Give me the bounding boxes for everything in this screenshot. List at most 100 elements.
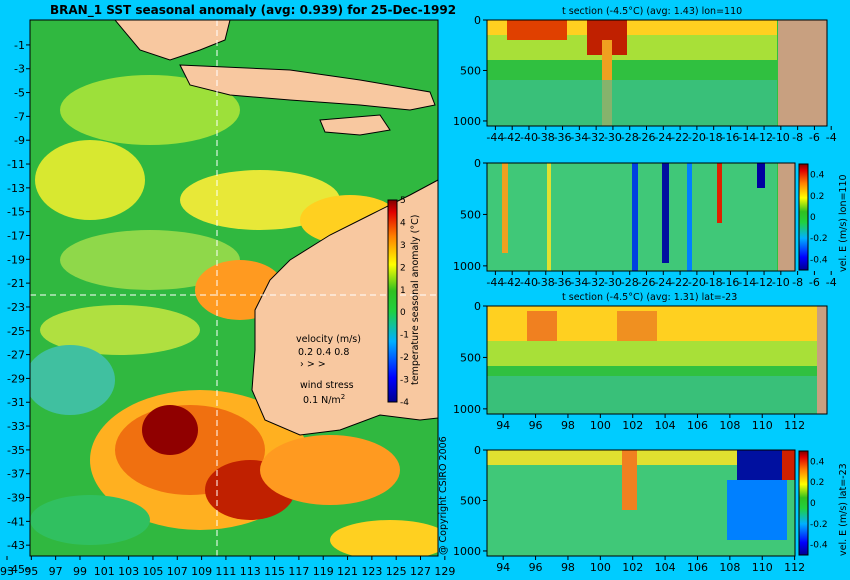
y-tick-label: -41 [7, 515, 25, 528]
y-tick-label: -5 [14, 87, 25, 100]
t-section-lat-panel: t section (-4.5°C) (avg: 1.31) lat=-23 0… [453, 292, 828, 432]
map-frame [29, 19, 439, 557]
x-tick-label: -8 [792, 276, 803, 289]
colorbar-tick-label: 5 [400, 196, 406, 206]
sst-colorbar-label: temperature seasonal anomaly (°C) [410, 215, 421, 385]
x-tick-label: 112 [784, 561, 805, 574]
x-tick-label: 99 [73, 565, 87, 578]
y-tick-label: 1000 [453, 260, 481, 273]
y-tick-label: 500 [460, 64, 481, 77]
vel-e-lat-panel: 0.4 0.2 0 -0.2 -0.4 vel. E (m/s) lat=-23 0 50… [453, 444, 849, 574]
x-tick-label: -10 [772, 276, 790, 289]
vel-e-lon-field [487, 163, 795, 271]
sst-map-panel: BRAN_1 SST seasonal anomaly (avg: 0.939)… [0, 3, 456, 578]
vel-e-lon-frame [486, 162, 796, 272]
y-tick-label: 0 [474, 444, 481, 457]
y-tick-label: 1000 [453, 545, 481, 558]
x-tick-label: -42 [503, 276, 521, 289]
t-section-lon-title: t section (-4.5°C) (avg: 1.43) lon=110 [562, 6, 742, 17]
t-section-lon-y-ticks: 0 500 1000 [453, 14, 487, 128]
y-tick-label: 1000 [453, 115, 481, 128]
y-tick-label: -21 [7, 277, 25, 290]
x-tick-label: -34 [570, 131, 588, 144]
x-tick-label: 110 [752, 419, 773, 432]
t-section-lon-field [487, 20, 827, 126]
x-tick-label: 119 [313, 565, 334, 578]
x-tick-label: -22 [671, 131, 689, 144]
vel-e-lat-colorbar-ticks: 0.4 0.2 0 -0.2 -0.4 [810, 457, 828, 550]
y-tick-label: -19 [7, 253, 25, 266]
colorbar-tick-label: 0 [810, 213, 816, 223]
t-section-lat-x-ticks: 94 96 98 100 102 104 106 108 110 112 [496, 414, 805, 432]
x-tick-label: 113 [240, 565, 261, 578]
x-tick-label: -8 [792, 131, 803, 144]
colorbar-tick-label: -0.4 [810, 255, 828, 265]
colorbar-tick-label: -0.2 [810, 234, 828, 244]
x-tick-label: 129 [434, 565, 455, 578]
y-tick-label: -13 [7, 182, 25, 195]
y-tick-label: -37 [7, 468, 25, 481]
y-tick-label: -39 [7, 492, 25, 505]
x-tick-label: -36 [554, 131, 572, 144]
x-tick-label: -14 [738, 276, 756, 289]
y-tick-label: 0 [474, 157, 481, 170]
colorbar-tick-label: 0 [810, 499, 816, 509]
vel-e-lat-x-ticks: 94 96 98 100 102 104 106 108 110 112 [496, 556, 805, 574]
x-tick-label: -38 [537, 276, 555, 289]
wind-legend-title: wind stress [300, 380, 354, 391]
t-section-lat-y-ticks: 0 500 1000 [453, 300, 487, 416]
colorbar-tick-label: 4 [400, 218, 406, 228]
y-tick-label: 0 [474, 14, 481, 27]
x-tick-label: 104 [655, 419, 676, 432]
x-tick-label: -44 [486, 131, 504, 144]
x-tick-label: 105 [142, 565, 163, 578]
colorbar-tick-label: -0.2 [810, 520, 828, 530]
colorbar-tick-label: 0.2 [810, 478, 824, 488]
x-tick-label: 107 [167, 565, 188, 578]
t-section-lon-x-ticks: -44-42-40-38-36-34-32-30-28-26-24-22-20-… [486, 126, 837, 144]
x-tick-label: -20 [688, 276, 706, 289]
y-tick-label: -23 [7, 301, 25, 314]
x-tick-label: -12 [755, 276, 773, 289]
x-tick-label: 121 [337, 565, 358, 578]
colorbar-tick-label: -3 [400, 376, 409, 386]
velocity-legend-title: velocity (m/s) [296, 334, 361, 345]
x-tick-label: 98 [561, 419, 575, 432]
x-tick-label: -4 [826, 276, 837, 289]
y-tick-label: -11 [7, 158, 25, 171]
colorbar-tick-label: -1 [400, 331, 409, 341]
colorbar-tick-label: -0.4 [810, 541, 828, 551]
y-tick-label: -7 [14, 110, 25, 123]
x-tick-label: 103 [118, 565, 139, 578]
x-tick-label: 96 [529, 419, 543, 432]
vel-e-lon-colorbar [798, 163, 809, 271]
y-tick-label: -27 [7, 349, 25, 362]
map-title: BRAN_1 SST seasonal anomaly (avg: 0.939)… [50, 3, 456, 18]
colorbar-tick-label: -4 [400, 398, 409, 408]
x-tick-label: -24 [654, 276, 672, 289]
y-tick-label: -45 [7, 563, 25, 576]
x-tick-label: 110 [752, 561, 773, 574]
x-tick-label: -28 [621, 276, 639, 289]
x-tick-label: 111 [215, 565, 236, 578]
x-tick-label: 97 [49, 565, 63, 578]
x-tick-label: 112 [784, 419, 805, 432]
y-tick-label: -31 [7, 396, 25, 409]
x-tick-label: -12 [755, 131, 773, 144]
velocity-legend-arrows: › > > [300, 359, 326, 370]
vel-e-lon-colorbar-label: vel. E (m/s) lon=110 [838, 174, 849, 272]
x-tick-label: -10 [772, 131, 790, 144]
colorbar-tick-label: 2 [400, 263, 406, 273]
x-tick-label: -36 [554, 276, 572, 289]
x-tick-label: 108 [719, 561, 740, 574]
vel-e-lon-colorbar-ticks: 0.4 0.2 0 -0.2 -0.4 [810, 171, 828, 266]
vel-e-lon-y-ticks: 0 500 1000 [453, 157, 487, 273]
x-tick-label: 104 [655, 561, 676, 574]
copyright-text: @ Copyright CSIRO 2006 [438, 436, 449, 555]
x-tick-label: -6 [809, 276, 820, 289]
x-tick-label: 106 [687, 561, 708, 574]
y-tick-label: -43 [7, 539, 25, 552]
y-tick-label: -25 [7, 325, 25, 338]
colorbar-tick-label: 0.2 [810, 192, 824, 202]
